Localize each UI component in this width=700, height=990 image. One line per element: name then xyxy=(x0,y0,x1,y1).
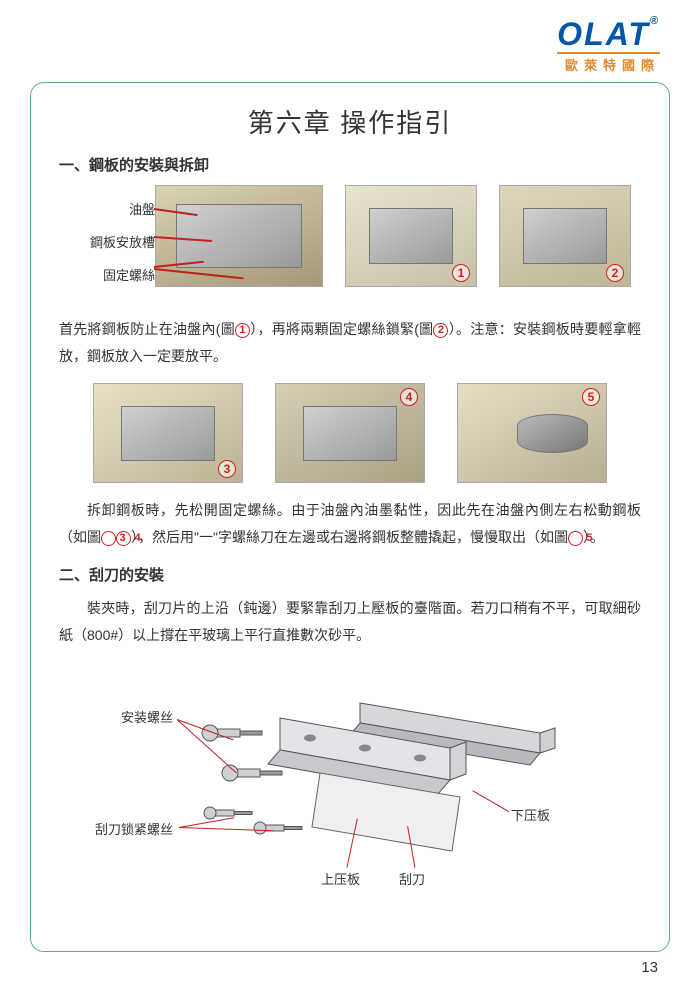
photo-6: 5 xyxy=(457,383,607,483)
logo: OLAT® 歐萊特國際 xyxy=(557,18,660,74)
label-plate-slot: 鋼板安放槽 xyxy=(59,232,155,251)
lead-line xyxy=(154,268,244,279)
diagram-label-upper-plate: 上压板 xyxy=(321,869,360,888)
diagram-label-lock-screw: 刮刀锁紧螺丝 xyxy=(95,819,173,838)
logo-main: OLAT® xyxy=(557,18,660,50)
photo-4: 3 xyxy=(93,383,243,483)
photo-3: 2 xyxy=(499,185,631,287)
chapter-title: 第六章 操作指引 xyxy=(59,103,641,140)
photo-row-1: 油盤 鋼板安放槽 固定螺絲 1 2 xyxy=(59,185,641,298)
label-fixing-screw: 固定螺絲 xyxy=(59,265,155,284)
photo-1 xyxy=(155,185,323,287)
section1-para2: 拆卸鋼板時，先松開固定螺絲。由于油盤內油墨黏性，因此先在油盤內側左右松動鋼板（如… xyxy=(59,497,641,550)
photo-number-4: 4 xyxy=(400,388,418,406)
page-number: 13 xyxy=(641,959,658,976)
logo-text: OLAT xyxy=(557,16,650,52)
section1-heading: 一、鋼板的安裝與拆卸 xyxy=(59,154,641,175)
section2-para: 裝夾時，刮刀片的上沿（鈍邊）要緊靠刮刀上壓板的臺階面。若刀口稍有不平，可取細砂紙… xyxy=(59,595,641,648)
tray-graphic xyxy=(121,406,216,461)
label-oil-tray: 油盤 xyxy=(59,199,155,218)
inline-circled-2: 2 xyxy=(433,323,448,338)
photo-number-2: 2 xyxy=(606,264,624,282)
content-frame: 第六章 操作指引 一、鋼板的安裝與拆卸 油盤 鋼板安放槽 固定螺絲 1 2 首 xyxy=(30,82,670,952)
photo-number-5: 5 xyxy=(582,388,600,406)
text: ），再將兩顆固定螺絲鎖緊(圖 xyxy=(250,321,433,337)
diagram-svg xyxy=(59,663,641,893)
callout-labels: 油盤 鋼板安放槽 固定螺絲 xyxy=(59,185,155,298)
inline-circled-4: 4 xyxy=(116,531,131,546)
photo-number-3: 3 xyxy=(218,460,236,478)
diagram-label-blade: 刮刀 xyxy=(399,869,425,888)
logo-underline xyxy=(557,52,660,54)
logo-subtitle: 歐萊特國際 xyxy=(557,55,660,74)
section1-para1: 首先將鋼板防止在油盤內(圖1），再將兩顆固定螺絲鎖緊(圖2）。注意：安裝鋼板時要… xyxy=(59,316,641,369)
ladle-graphic xyxy=(517,414,588,453)
photo-number-1: 1 xyxy=(452,264,470,282)
tray-graphic xyxy=(523,208,606,264)
text: ），然后用"一"字螺絲刀在左邊或右邊將鋼板整體撬起，慢慢取出（如圖 xyxy=(131,529,568,545)
tray-graphic xyxy=(303,406,398,461)
photo-2: 1 xyxy=(345,185,477,287)
logo-registered: ® xyxy=(650,15,660,27)
diagram-label-lower-plate: 下压板 xyxy=(511,805,550,824)
photo-row-2: 3 4 5 xyxy=(59,383,641,483)
section2-heading: 二、刮刀的安裝 xyxy=(59,564,641,585)
inline-circled-1: 1 xyxy=(235,323,250,338)
inline-circled-5: 5 xyxy=(568,531,583,546)
header: OLAT® 歐萊特國際 xyxy=(0,0,700,82)
tray-graphic xyxy=(369,208,452,264)
text: 首先將鋼板防止在油盤內(圖 xyxy=(59,321,235,337)
photo-5: 4 xyxy=(275,383,425,483)
blade-diagram: 安装螺丝 刮刀锁紧螺丝 上压板 刮刀 下压板 xyxy=(59,663,641,893)
diagram-label-install-screw: 安装螺丝 xyxy=(121,707,173,726)
